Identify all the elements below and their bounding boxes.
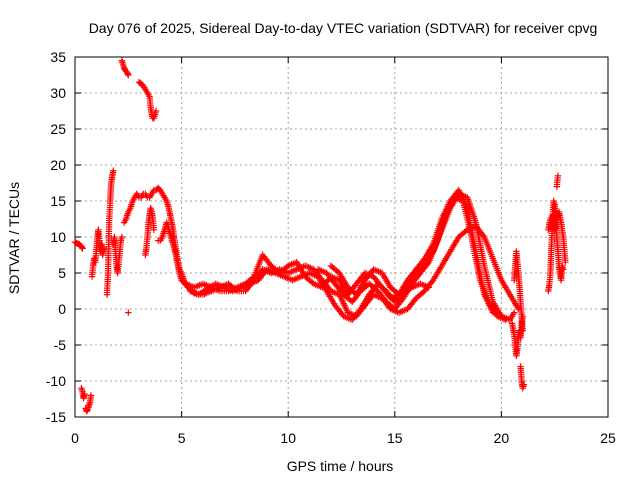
x-axis-title: GPS time / hours bbox=[287, 458, 394, 474]
series-segment bbox=[110, 233, 126, 277]
x-tick-label: 15 bbox=[387, 430, 403, 446]
data-point bbox=[520, 381, 527, 388]
y-tick-label: 35 bbox=[50, 49, 66, 65]
chart-title: Day 076 of 2025, Sidereal Day-to-day VTE… bbox=[89, 20, 598, 36]
y-tick-label: -15 bbox=[46, 409, 66, 425]
data-point bbox=[81, 390, 88, 398]
data-point bbox=[125, 71, 132, 79]
data-point bbox=[100, 244, 107, 251]
series-segment bbox=[88, 226, 107, 280]
x-tick-label: 0 bbox=[71, 430, 79, 446]
series-segment bbox=[82, 392, 95, 415]
series-segment bbox=[71, 238, 86, 252]
y-tick-label: 30 bbox=[50, 85, 66, 101]
y-tick-label: 5 bbox=[58, 265, 66, 281]
x-tick-label: 5 bbox=[178, 430, 186, 446]
data-point bbox=[110, 167, 117, 174]
data-point bbox=[554, 172, 562, 179]
series-segment bbox=[78, 385, 88, 402]
series-segment bbox=[553, 172, 562, 190]
axis-ticks: 0 5 10 15 20 25 -15 -10 -5 0 5 10 15 20 25 30 35 bbox=[46, 49, 616, 446]
y-tick-label: 25 bbox=[50, 121, 66, 137]
data-point bbox=[502, 316, 509, 323]
y-tick-label: 10 bbox=[50, 229, 66, 245]
series-segment bbox=[154, 219, 185, 284]
series-segment bbox=[510, 248, 526, 334]
series-segment bbox=[327, 187, 497, 316]
data-point bbox=[87, 392, 95, 399]
series-segment bbox=[135, 79, 160, 122]
data-point bbox=[118, 233, 126, 241]
data-series bbox=[71, 57, 569, 415]
data-point bbox=[560, 266, 567, 273]
data-point bbox=[510, 309, 518, 316]
x-tick-label: 25 bbox=[600, 430, 616, 446]
series-segment bbox=[517, 363, 527, 392]
y-tick-label: -10 bbox=[46, 373, 66, 389]
y-tick-label: 15 bbox=[50, 193, 66, 209]
y-axis-title: SDTVAR / TECUs bbox=[6, 182, 22, 294]
series-segment bbox=[186, 266, 433, 323]
series-segment bbox=[103, 167, 117, 298]
data-point bbox=[519, 327, 526, 334]
series-segment bbox=[125, 309, 132, 316]
data-point bbox=[150, 226, 158, 233]
data-point bbox=[152, 107, 160, 115]
data-point bbox=[79, 245, 86, 252]
series-segment bbox=[142, 205, 158, 259]
y-tick-label: 20 bbox=[50, 157, 66, 173]
x-tick-label: 20 bbox=[494, 430, 510, 446]
y-tick-label: 0 bbox=[58, 301, 66, 317]
data-point bbox=[425, 284, 433, 291]
data-point bbox=[562, 259, 569, 266]
series-segment bbox=[118, 57, 132, 79]
series-segment bbox=[545, 208, 569, 266]
y-tick-label: -5 bbox=[54, 337, 67, 353]
data-point bbox=[125, 309, 132, 316]
x-tick-label: 10 bbox=[280, 430, 296, 446]
data-point bbox=[489, 309, 497, 316]
